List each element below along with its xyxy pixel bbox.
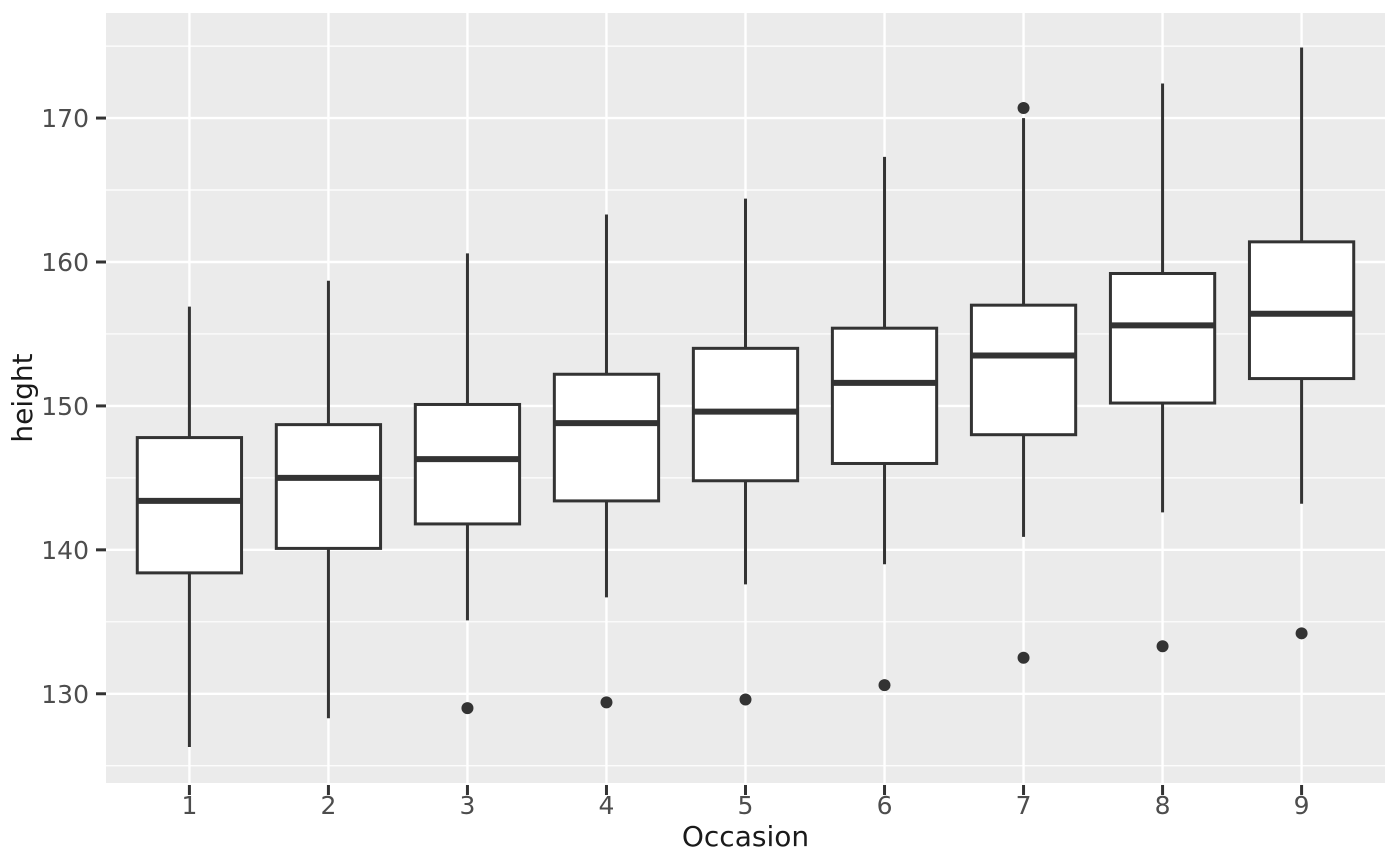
boxplot-occasion-4 [552,214,661,709]
y-tick-label: 160 [41,248,89,277]
x-axis-tick-labels: 1 2 3 4 5 6 7 8 9 [181,791,1309,820]
iqr-box [413,402,522,526]
iqr-box [552,372,661,503]
boxplot-occasion-6 [830,156,939,692]
outlier-point [600,696,613,709]
iqr-box [969,303,1078,437]
boxplot-occasion-1 [135,306,244,748]
outlier-point [1295,627,1308,640]
boxplot-occasion-3 [413,253,522,715]
boxplot-occasion-5 [691,198,800,706]
boxplot-occasion-7 [969,101,1078,664]
boxplot-occasion-8 [1108,83,1217,653]
iqr-box [135,436,244,575]
y-tick-label: 150 [41,392,89,421]
y-tick-label: 170 [41,104,89,133]
x-tick-label: 4 [599,791,615,820]
x-tick-label: 1 [181,791,197,820]
outlier-point [1156,640,1169,653]
boxplots-layer [135,47,1356,748]
outlier-point [878,679,891,692]
outlier-point [1017,651,1030,664]
iqr-box [1108,272,1217,405]
iqr-box [274,423,383,550]
y-axis-title: height [6,353,39,442]
boxplot-occasion-2 [274,280,383,719]
x-tick-label: 6 [877,791,893,820]
y-tick-label: 130 [41,680,89,709]
x-tick-label: 5 [738,791,754,820]
x-tick-label: 2 [320,791,336,820]
outlier-point [739,693,752,706]
x-tick-label: 7 [1016,791,1032,820]
iqr-box [830,326,939,465]
y-axis-ticks [96,116,106,696]
y-tick-label: 140 [41,536,89,565]
x-tick-label: 3 [460,791,476,820]
x-axis-title: Occasion [682,820,809,853]
outlier-point [1017,101,1030,114]
outlier-point [461,702,474,715]
boxplot-occasion-9 [1247,47,1356,640]
x-tick-label: 8 [1155,791,1171,820]
x-axis-ticks [187,785,1304,795]
x-tick-label: 9 [1294,791,1310,820]
iqr-box [1247,240,1356,381]
y-axis-tick-labels: 130 140 150 160 170 [41,104,89,709]
